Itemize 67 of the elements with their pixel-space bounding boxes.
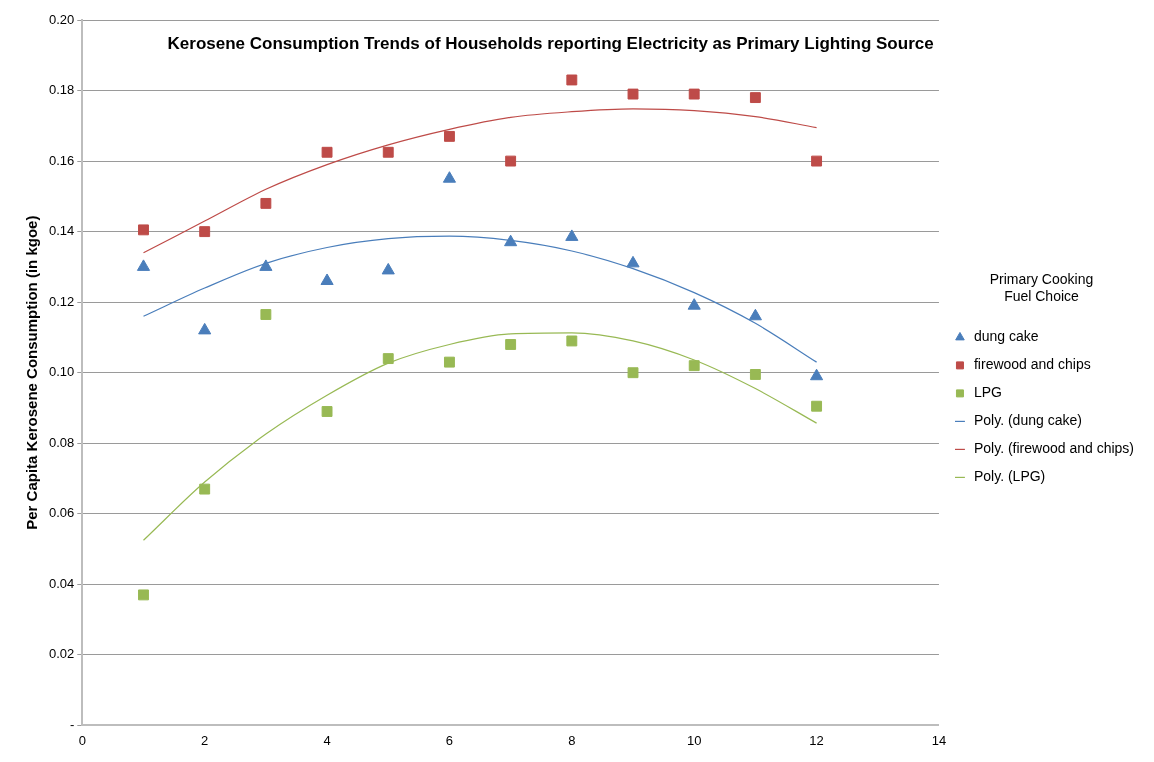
point xyxy=(381,262,395,275)
legend-label: Poly. (LPG) xyxy=(973,468,1046,485)
point xyxy=(259,259,273,271)
point xyxy=(688,360,700,372)
point xyxy=(749,369,761,380)
line-series xyxy=(142,235,818,363)
point xyxy=(442,171,457,183)
point xyxy=(626,255,640,268)
y-tick-label: 0.04 xyxy=(48,575,75,591)
point xyxy=(505,339,517,350)
point xyxy=(811,400,823,412)
point xyxy=(505,155,517,167)
y-tick-label: 0.18 xyxy=(48,82,75,98)
point xyxy=(320,273,334,285)
x-tick-label: 12 xyxy=(809,732,824,748)
point xyxy=(566,74,578,86)
point xyxy=(748,308,762,321)
point xyxy=(260,197,272,209)
legend-label: dung cake xyxy=(973,328,1039,345)
point xyxy=(199,226,211,238)
point xyxy=(321,146,333,158)
x-tick-label: 0 xyxy=(78,732,86,748)
y-tick-label: 0.10 xyxy=(48,364,75,380)
x-tick-label: 14 xyxy=(931,732,947,748)
line-series xyxy=(142,332,818,541)
point xyxy=(138,589,149,601)
x-tick-label: 4 xyxy=(323,732,331,748)
point xyxy=(688,88,700,100)
y-tick-label: 0.14 xyxy=(48,223,75,239)
y-tick-label: 0.08 xyxy=(48,434,75,450)
x-tick-label: 8 xyxy=(568,732,576,748)
point xyxy=(687,298,701,310)
point xyxy=(260,309,272,320)
point xyxy=(810,368,824,381)
x-tick-label: 6 xyxy=(445,732,454,748)
legend-label: Poly. (dung cake) xyxy=(973,412,1082,429)
y-tick-label: - xyxy=(69,716,75,732)
point xyxy=(749,92,761,104)
y-tick-label: 0.20 xyxy=(48,11,75,27)
point xyxy=(198,322,212,335)
point xyxy=(382,353,394,365)
point xyxy=(627,367,639,379)
point xyxy=(136,259,151,271)
point xyxy=(321,406,333,417)
y-axis-title: Per Capita Kerosene Consumption (in kgoe) xyxy=(23,215,41,530)
point xyxy=(811,155,823,167)
legend-label: firewood and chips xyxy=(973,356,1091,373)
point xyxy=(443,130,455,142)
legend-label: LPG xyxy=(973,384,1002,401)
point xyxy=(566,335,578,347)
y-tick-label: 0.06 xyxy=(48,505,75,521)
text: Kerosene Consumption Trends of Households reporting Electricity as Primary Lighting Source xyxy=(167,33,934,53)
point xyxy=(627,88,639,100)
legend-title: Primary Cooking Fuel Choice xyxy=(989,271,1094,305)
point xyxy=(382,146,394,158)
point xyxy=(504,234,518,247)
point xyxy=(138,224,149,236)
point xyxy=(443,356,455,368)
legend-label: Poly. (firewood and chips) xyxy=(973,440,1135,457)
y-tick-label: 0.16 xyxy=(48,152,75,168)
line-series xyxy=(142,108,818,254)
x-tick-label: 10 xyxy=(686,732,702,748)
y-tick-label: 0.12 xyxy=(48,293,75,309)
point xyxy=(565,229,579,241)
y-tick-label: 0.02 xyxy=(48,646,75,662)
point xyxy=(199,483,211,495)
x-tick-label: 2 xyxy=(201,732,209,748)
